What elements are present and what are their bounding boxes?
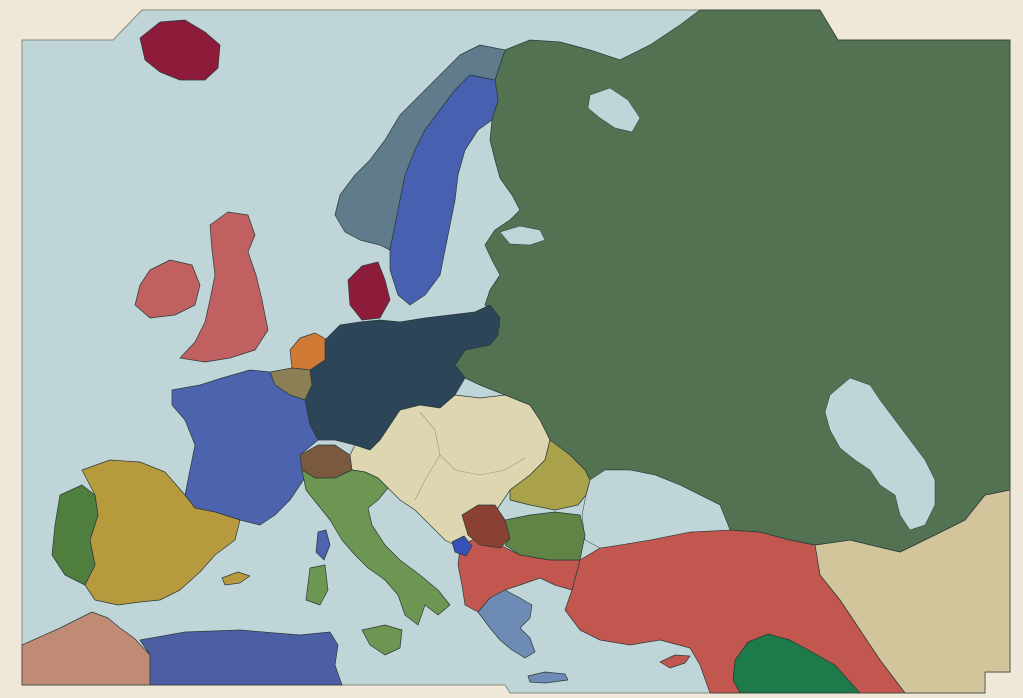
region-romania[interactable] bbox=[509, 439, 591, 511]
gulf-of-finland bbox=[499, 225, 546, 246]
region-crete[interactable] bbox=[527, 671, 569, 684]
region-algeria-tunisia[interactable] bbox=[139, 629, 343, 686]
region-montenegro[interactable] bbox=[451, 535, 473, 557]
region-denmark[interactable] bbox=[347, 261, 391, 321]
region-great-britain[interactable] bbox=[179, 211, 269, 363]
region-france[interactable] bbox=[171, 369, 319, 526]
caspian-sea bbox=[824, 377, 936, 531]
region-corsica[interactable] bbox=[315, 529, 331, 561]
white-sea bbox=[587, 87, 641, 133]
region-balearic-islands[interactable] bbox=[221, 571, 251, 586]
region-ottoman-balkans[interactable] bbox=[457, 537, 581, 613]
region-ireland[interactable] bbox=[134, 259, 201, 319]
region-greece[interactable] bbox=[477, 589, 536, 659]
region-portugal[interactable] bbox=[51, 484, 99, 586]
region-sweden[interactable] bbox=[389, 74, 499, 306]
region-sicily[interactable] bbox=[361, 624, 403, 656]
region-sardinia[interactable] bbox=[305, 564, 329, 606]
region-italy[interactable] bbox=[301, 469, 451, 626]
black-sea bbox=[581, 469, 731, 549]
austria-hungary-internal-border bbox=[414, 411, 526, 501]
region-morocco[interactable] bbox=[21, 611, 151, 686]
region-cyprus[interactable] bbox=[659, 654, 691, 669]
region-bulgaria[interactable] bbox=[504, 511, 586, 561]
region-iceland[interactable] bbox=[139, 19, 221, 81]
